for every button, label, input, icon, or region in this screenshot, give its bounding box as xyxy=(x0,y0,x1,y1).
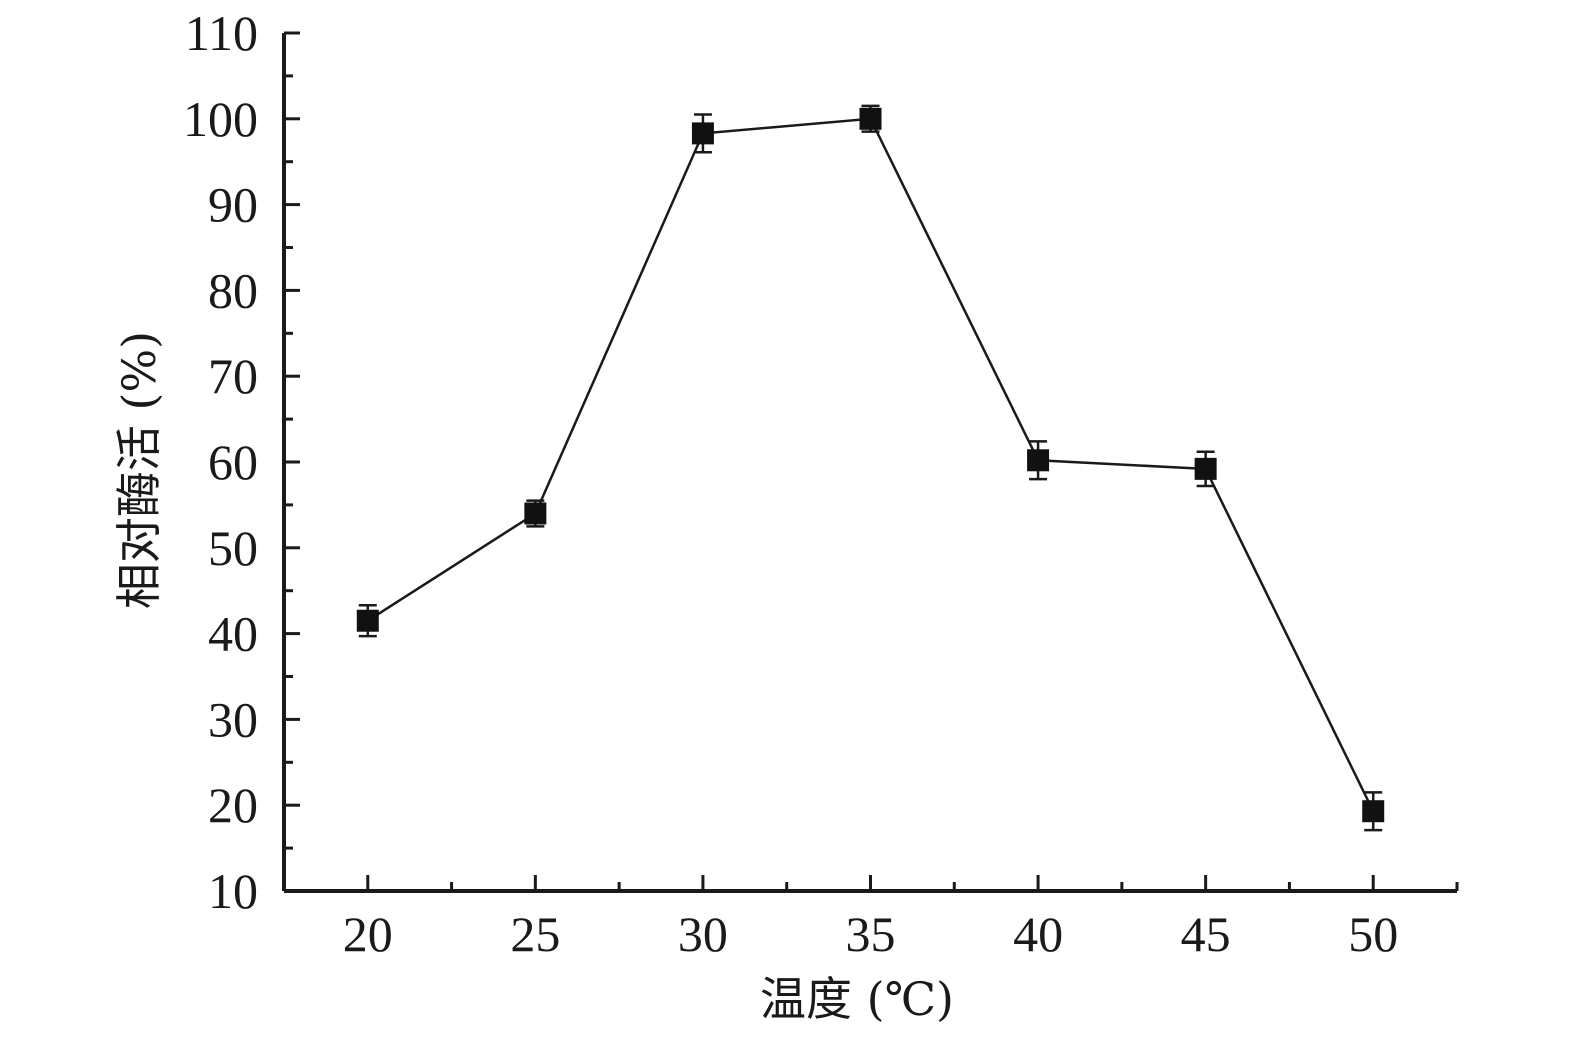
x-axis-ticks: 20 25 30 35 40 45 50 xyxy=(282,875,1459,962)
y-tick-label: 50 xyxy=(208,520,258,576)
x-tick-label: 45 xyxy=(1181,906,1231,962)
axes xyxy=(282,33,1457,893)
x-tick-label: 20 xyxy=(343,906,393,962)
series-group xyxy=(356,104,1385,832)
data-point xyxy=(1027,449,1050,472)
y-tick-label: 70 xyxy=(208,348,258,404)
y-axis-title: 相对酶活 (%) xyxy=(112,331,166,609)
data-point xyxy=(859,107,882,130)
x-tick-label: 50 xyxy=(1348,906,1398,962)
x-tick-label: 25 xyxy=(510,906,560,962)
x-tick-label: 30 xyxy=(678,906,728,962)
x-tick-label: 40 xyxy=(1013,906,1063,962)
y-tick-label: 90 xyxy=(208,177,258,233)
data-point xyxy=(1362,800,1385,823)
y-tick-label: 40 xyxy=(208,606,258,662)
y-tick-label: 20 xyxy=(208,777,258,833)
y-tick-label: 110 xyxy=(185,5,258,61)
y-tick-label: 10 xyxy=(208,863,258,919)
data-point xyxy=(356,609,379,632)
y-tick-label: 30 xyxy=(208,691,258,747)
x-axis-title: 温度 (℃) xyxy=(760,972,954,1026)
data-point xyxy=(691,122,714,145)
data-point xyxy=(1194,457,1217,480)
series-line xyxy=(367,117,1375,812)
data-point xyxy=(524,502,547,525)
y-axis-ticks: 10 20 30 40 50 60 70 80 90 100 110 xyxy=(183,5,300,919)
y-tick-label: 100 xyxy=(183,91,258,147)
x-tick-label: 35 xyxy=(846,906,896,962)
y-tick-label: 60 xyxy=(208,434,258,490)
y-tick-label: 80 xyxy=(208,262,258,318)
